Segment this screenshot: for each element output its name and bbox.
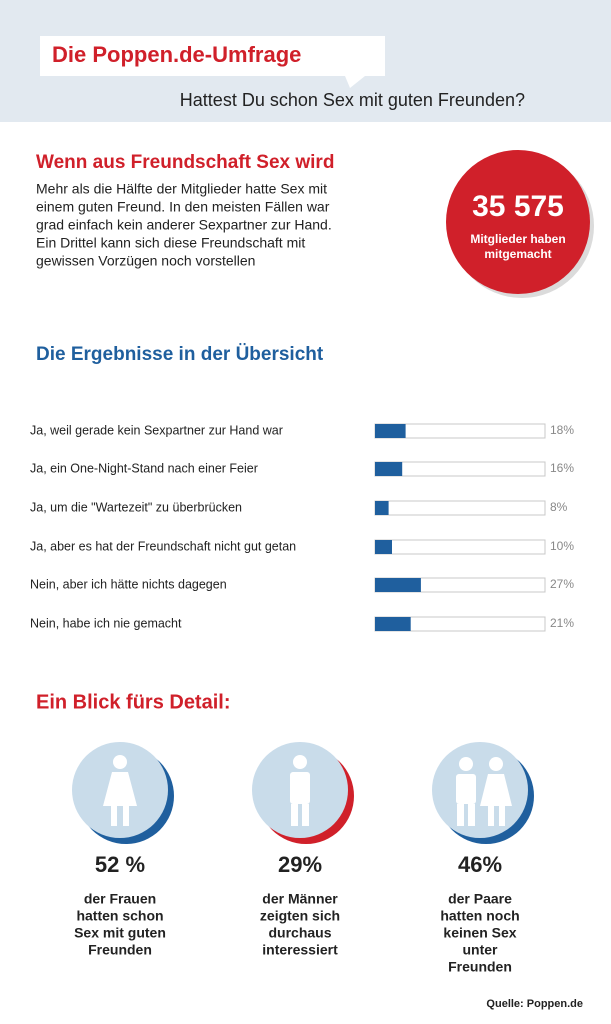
men-icon [252,742,354,844]
header-title: Die Poppen.de-Umfrage [52,42,301,67]
detail-line: Freunden [88,942,152,958]
category-label: Ja, aber es hat der Freundschaft nicht g… [30,539,296,553]
detail-line: durchaus [268,925,331,941]
header-question: Hattest Du schon Sex mit guten Freunden? [180,90,525,110]
category-label: Ja, weil gerade kein Sexpartner zur Hand… [30,423,283,437]
detail-percent: 52 % [95,852,145,877]
bar [375,424,406,438]
bar [375,501,389,515]
category-label: Nein, habe ich nie gemacht [30,616,182,630]
detail-line: keinen Sex [443,925,516,941]
value-label: 8% [550,500,568,514]
detail-line: unter [463,942,499,958]
bar [375,578,421,592]
detail-line: interessiert [262,942,338,958]
category-label: Nein, aber ich hätte nichts dagegen [30,577,227,591]
title-box [40,36,385,76]
intro-line: grad einfach kein anderer Sexpartner zur… [36,217,332,233]
value-label: 16% [550,461,574,475]
intro-line: gewissen Vorzügen noch vorstellen [36,253,255,269]
bar-track [374,500,546,516]
detail-line: hatten schon [76,908,163,924]
detail-line: Freunden [448,959,512,975]
detail-percent: 29% [278,852,322,877]
value-label: 18% [550,423,574,437]
category-label: Ja, ein One-Night-Stand nach einer Feier [30,461,258,475]
intro-heading: Wenn aus Freundschaft Sex wird [36,152,334,173]
stat-label: Mitglieder haben [470,232,565,246]
detail-line: der Männer [262,891,338,907]
intro-line: Mehr als die Hälfte der Mitglieder hatte… [36,181,327,197]
speech-tail [345,76,365,88]
source: Quelle: Poppen.de [486,998,583,1010]
bar-track [374,539,546,555]
detail-line: zeigten sich [260,908,340,924]
intro-line: einem guten Freund. In den meisten Fälle… [36,199,330,215]
couple-icon [432,742,534,844]
value-label: 21% [550,616,574,630]
stat-number: 35 575 [472,190,564,223]
value-label: 27% [550,577,574,591]
intro-line: Ein Drittel kann sich diese Freundschaft… [36,235,305,251]
detail-line: hatten noch [440,908,519,924]
bar [375,462,403,476]
stat-circle [446,150,590,294]
bar [375,617,411,631]
women-icon [72,742,174,844]
details-heading: Ein Blick fürs Detail: [36,691,231,713]
detail-line: der Frauen [84,891,156,907]
category-label: Ja, um die "Wartezeit" zu überbrücken [30,500,242,514]
detail-line: Sex mit guten [74,925,166,941]
stat-label: mitgemacht [484,247,551,261]
chart-title: Die Ergebnisse in der Übersicht [36,344,324,365]
detail-percent: 46% [458,852,502,877]
detail-line: der Paare [448,891,512,907]
value-label: 10% [550,539,574,553]
bar [375,540,392,554]
